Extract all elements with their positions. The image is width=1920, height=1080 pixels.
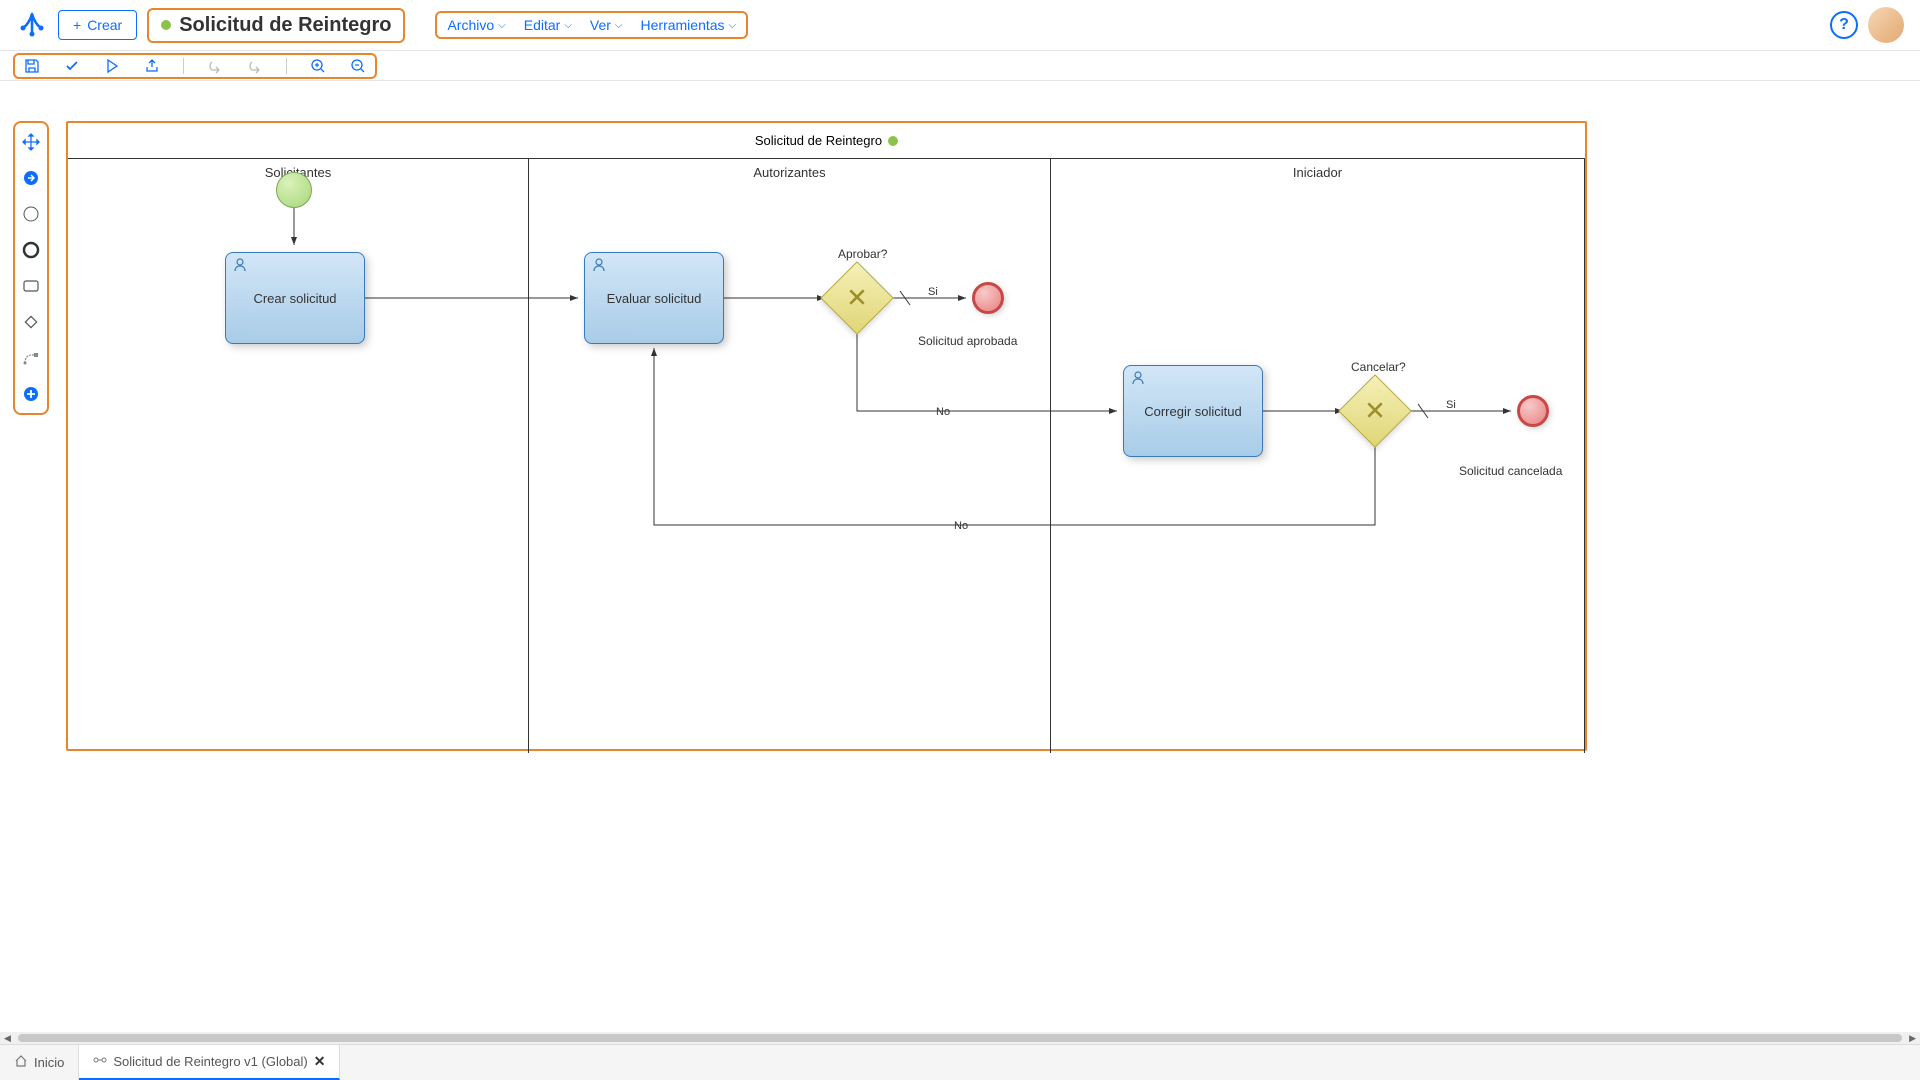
task-evaluar[interactable]: Evaluar solicitud	[584, 252, 724, 344]
scroll-left-icon[interactable]: ◀	[4, 1033, 11, 1044]
redo-icon[interactable]	[246, 57, 264, 75]
lanes-container: Solicitantes Autorizantes Iniciador Si N…	[68, 159, 1585, 753]
status-dot-icon	[161, 20, 171, 30]
end-label: Solicitud aprobada	[918, 334, 1017, 348]
plus-icon: +	[73, 17, 81, 33]
main-area: Solicitud de Reintegro Solicitantes Auto…	[0, 81, 1920, 1044]
lane-autorizantes: Autorizantes	[529, 159, 1051, 753]
save-icon[interactable]	[23, 57, 41, 75]
export-icon[interactable]	[143, 57, 161, 75]
menu-herramientas[interactable]: Herramientas⌵	[641, 17, 737, 33]
bottom-tabs: Inicio Solicitud de Reintegro v1 (Global…	[0, 1044, 1920, 1080]
task-crear[interactable]: Crear solicitud	[225, 252, 365, 344]
help-icon[interactable]: ?	[1830, 11, 1858, 39]
menu-archivo[interactable]: Archivo⌵	[447, 17, 505, 33]
gateway-label: Aprobar?	[838, 247, 887, 261]
workflow-icon	[93, 1053, 107, 1070]
chevron-down-icon: ⌵	[498, 20, 506, 31]
menu-editar[interactable]: Editar⌵	[524, 17, 572, 33]
task-label: Corregir solicitud	[1144, 404, 1242, 419]
lane-solicitantes: Solicitantes	[68, 159, 529, 753]
zoom-in-icon[interactable]	[309, 57, 327, 75]
gateway-aprobar[interactable]: ✕	[831, 272, 883, 324]
scroll-thumb[interactable]	[18, 1034, 1902, 1042]
pool-title: Solicitud de Reintegro	[755, 133, 882, 148]
create-label: Crear	[87, 17, 122, 33]
gateway-label: Cancelar?	[1351, 360, 1406, 374]
tab-solicitud[interactable]: Solicitud de Reintegro v1 (Global) ✕	[79, 1045, 340, 1080]
tab-inicio[interactable]: Inicio	[0, 1045, 79, 1080]
move-icon[interactable]	[20, 131, 42, 153]
circle-thick-icon[interactable]	[20, 239, 42, 261]
toolbar-box	[13, 53, 377, 79]
home-icon	[14, 1054, 28, 1071]
menu-ver[interactable]: Ver⌵	[590, 17, 623, 33]
undo-icon[interactable]	[206, 57, 224, 75]
user-avatar[interactable]	[1868, 7, 1904, 43]
task-corregir[interactable]: Corregir solicitud	[1123, 365, 1263, 457]
title-box: Solicitud de Reintegro	[147, 8, 405, 43]
task-label: Evaluar solicitud	[607, 291, 702, 306]
horizontal-scrollbar[interactable]: ◀ ▶	[0, 1032, 1920, 1044]
user-icon	[232, 257, 248, 273]
rect-icon[interactable]	[20, 275, 42, 297]
status-dot-icon	[888, 136, 898, 146]
separator	[183, 58, 184, 74]
diamond-icon[interactable]	[20, 311, 42, 333]
check-icon[interactable]	[63, 57, 81, 75]
create-button[interactable]: + Crear	[58, 10, 137, 40]
page-title: Solicitud de Reintegro	[179, 14, 391, 37]
start-event[interactable]	[276, 172, 312, 208]
user-icon	[1130, 370, 1146, 386]
bpmn-canvas[interactable]: Solicitud de Reintegro Solicitantes Auto…	[66, 121, 1587, 751]
close-icon[interactable]: ✕	[314, 1053, 326, 1070]
tab-label: Inicio	[34, 1055, 64, 1070]
topbar: + Crear Solicitud de Reintegro Archivo⌵ …	[0, 0, 1920, 51]
play-icon[interactable]	[103, 57, 121, 75]
gateway-cancelar[interactable]: ✕	[1349, 385, 1401, 437]
arrow-right-icon[interactable]	[20, 167, 42, 189]
user-icon	[591, 257, 607, 273]
add-icon[interactable]	[20, 383, 42, 405]
app-logo[interactable]	[16, 9, 48, 41]
pool-header: Solicitud de Reintegro	[68, 123, 1585, 159]
separator	[286, 58, 287, 74]
chevron-down-icon: ⌵	[564, 20, 572, 31]
end-event-aprobada[interactable]	[972, 282, 1004, 314]
chevron-down-icon: ⌵	[729, 20, 737, 31]
shape-palette	[13, 121, 49, 415]
connector-icon[interactable]	[20, 347, 42, 369]
chevron-down-icon: ⌵	[615, 20, 623, 31]
toolbar	[0, 51, 1920, 81]
menu-bar: Archivo⌵ Editar⌵ Ver⌵ Herramientas⌵	[435, 11, 748, 39]
task-label: Crear solicitud	[253, 291, 336, 306]
circle-thin-icon[interactable]	[20, 203, 42, 225]
tab-label: Solicitud de Reintegro v1 (Global)	[113, 1054, 307, 1069]
scroll-right-icon[interactable]: ▶	[1909, 1033, 1916, 1044]
zoom-out-icon[interactable]	[349, 57, 367, 75]
end-event-cancelada[interactable]	[1517, 395, 1549, 427]
end-label: Solicitud cancelada	[1459, 464, 1562, 478]
